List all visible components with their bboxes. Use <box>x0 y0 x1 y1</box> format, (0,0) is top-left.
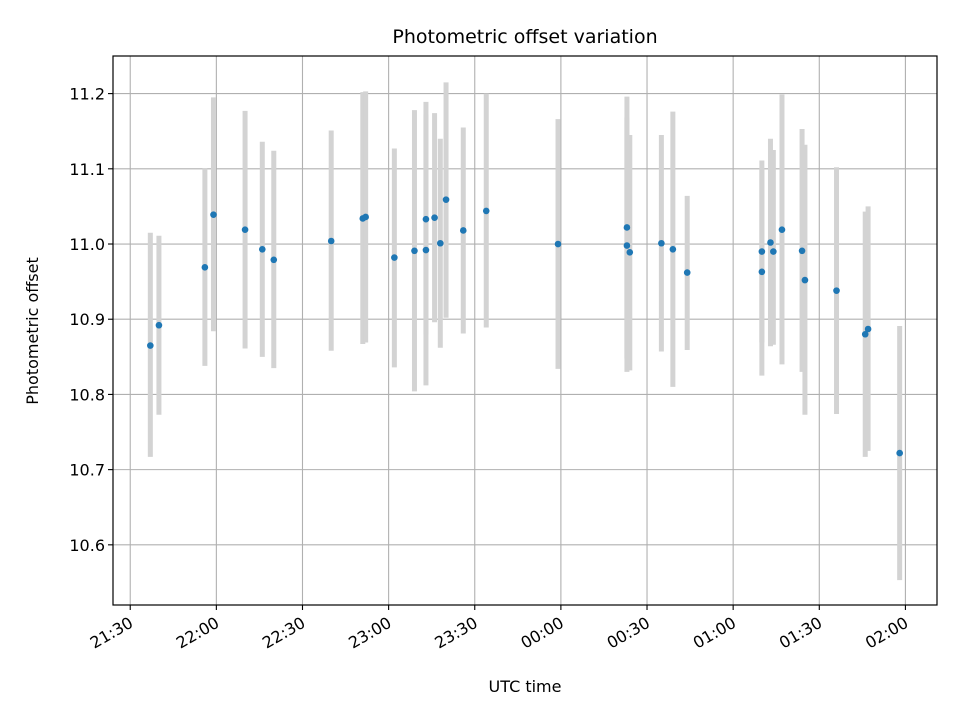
data-point <box>798 247 806 255</box>
data-point <box>155 321 163 329</box>
data-point <box>422 215 430 223</box>
data-point <box>896 449 903 457</box>
data-point <box>833 287 840 294</box>
data-points <box>147 196 903 457</box>
data-point <box>241 226 249 234</box>
data-point <box>442 196 450 203</box>
y-axis-label: Photometric offset <box>23 257 42 405</box>
data-point <box>270 256 278 264</box>
y-tick-label: 11.2 <box>69 85 105 104</box>
y-tick-label: 10.6 <box>69 536 105 555</box>
data-point <box>437 239 444 247</box>
y-axis-ticks: 10.6 10.7 10.8 10.9 11.0 11.1 11.2 <box>69 85 113 555</box>
data-point <box>683 269 691 276</box>
data-point <box>411 247 418 255</box>
plot-background <box>113 56 937 605</box>
data-point <box>623 242 631 249</box>
y-tick-label: 10.9 <box>69 310 105 329</box>
y-tick-label: 10.8 <box>69 385 105 404</box>
data-point <box>669 245 677 253</box>
plot-frame <box>112 55 938 606</box>
data-point <box>459 227 467 234</box>
x-axis-label: UTC time <box>489 677 562 696</box>
data-point <box>758 248 766 255</box>
data-point <box>758 268 766 276</box>
data-point <box>362 213 369 221</box>
data-point <box>801 276 809 284</box>
data-point <box>327 237 335 245</box>
data-point <box>201 264 209 271</box>
data-point <box>554 240 562 248</box>
data-point <box>658 239 665 247</box>
data-point <box>482 207 490 215</box>
data-point <box>626 248 634 256</box>
data-point <box>778 226 786 234</box>
y-tick-label: 10.7 <box>69 461 105 480</box>
data-point <box>258 245 266 253</box>
y-tick-label: 11.0 <box>69 235 105 254</box>
y-tick-label: 11.1 <box>69 160 105 179</box>
data-point <box>861 330 869 338</box>
data-point <box>422 246 430 254</box>
grid-lines <box>113 56 937 605</box>
data-point <box>770 248 777 255</box>
data-point <box>210 211 217 218</box>
data-point <box>147 342 154 349</box>
data-point <box>391 254 398 261</box>
chart-title: Photometric offset variation <box>392 26 657 48</box>
data-point <box>623 224 631 231</box>
data-point <box>767 239 774 246</box>
data-point <box>431 214 438 221</box>
data-point <box>864 325 872 333</box>
